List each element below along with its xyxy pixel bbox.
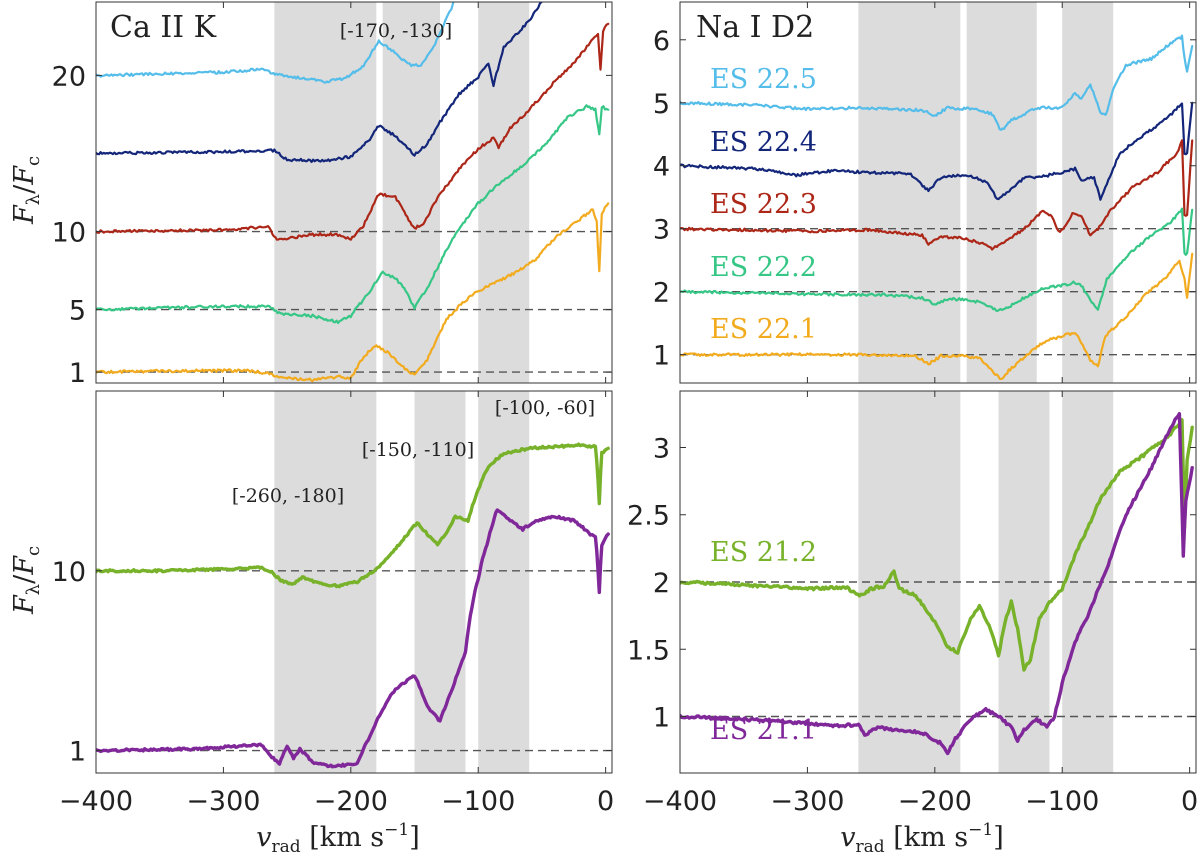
y-tick-label: 20 xyxy=(52,61,86,92)
series-es-21-1-line xyxy=(680,412,1194,756)
x-tick-label: −100 xyxy=(441,786,515,817)
x-tick-label: −400 xyxy=(643,786,717,817)
series-es-22-2-line xyxy=(680,207,1194,312)
x-tick-label: −200 xyxy=(898,786,972,817)
legend-es-21-2: ES 21.2 xyxy=(710,537,817,568)
y-tick-label: 2 xyxy=(653,278,670,309)
y-tick-label: 10 xyxy=(52,218,86,249)
velocity-band-1 xyxy=(274,2,377,383)
y-tick-label: 5 xyxy=(69,296,86,327)
series-es-22-3-line xyxy=(680,139,1194,251)
panel-ca-ii-k-bottom: 1 10 −400 −300 −200 −100 0 xyxy=(52,390,614,817)
y-tick-label: 1 xyxy=(69,358,86,389)
y-axis-label-top: Fλ/Fc xyxy=(9,156,44,225)
x-tick-label: −300 xyxy=(770,786,844,817)
plot-frame xyxy=(95,390,613,774)
series-es-22-2-line xyxy=(96,104,610,325)
legend-es-22-2: ES 22.2 xyxy=(710,252,817,283)
band-note-2: [-150, -110] xyxy=(362,439,474,461)
legend-es-21-1: ES 21.1 xyxy=(710,715,817,746)
velocity-band-3 xyxy=(1062,2,1114,383)
series-es-22-5-line xyxy=(680,34,1194,131)
series-es-21-2-line xyxy=(680,418,1194,672)
legend-es-22-3: ES 22.3 xyxy=(710,189,817,220)
panel-title-ca: Ca II K xyxy=(110,10,217,45)
plot-frame xyxy=(95,1,613,384)
x-tick-label: −400 xyxy=(59,786,133,817)
legend-es-22-1: ES 22.1 xyxy=(710,314,817,345)
series-es-21-1-line xyxy=(96,508,610,769)
series-es-22-1-line xyxy=(96,202,610,383)
y-tick-label: 2.5 xyxy=(627,501,670,532)
y-tick-label: 1 xyxy=(69,737,86,768)
panel-ca-ii-k-top: 1 5 10 20 xyxy=(52,1,613,389)
y-tick-label: 3 xyxy=(653,433,670,464)
panel-na-i-d2-top: 1 2 3 4 5 6 xyxy=(653,1,1197,384)
velocity-band-3 xyxy=(478,2,530,383)
x-tick-label: 0 xyxy=(1181,786,1198,817)
y-tick-label: 1 xyxy=(653,341,670,372)
y-tick-label: 6 xyxy=(653,26,670,57)
y-tick-label: 3 xyxy=(653,215,670,246)
band-note-1: [-260, -180] xyxy=(232,485,344,507)
velocity-band-2 xyxy=(414,391,466,773)
legend-es-22-4: ES 22.4 xyxy=(710,127,817,158)
y-tick-label: 1.5 xyxy=(627,635,670,666)
legend-es-22-5: ES 22.5 xyxy=(710,64,817,95)
band-note-3: [-100, -60] xyxy=(495,397,595,419)
series-es-21-2-line xyxy=(96,442,610,589)
x-tick-label: −300 xyxy=(186,786,260,817)
y-tick-label: 2 xyxy=(653,568,670,599)
y-axis-label-bottom: Fλ/Fc xyxy=(9,546,44,615)
series-es-22-4-line xyxy=(680,101,1194,201)
series-es-22-1-line xyxy=(680,252,1194,381)
x-tick-label: −100 xyxy=(1025,786,1099,817)
y-tick-label: 1 xyxy=(653,703,670,734)
x-axis-label-right: vrad [km s−1] xyxy=(840,820,1004,857)
y-tick-label: 4 xyxy=(653,152,670,183)
velocity-band-2 xyxy=(966,2,1037,383)
series-es-22-3-line xyxy=(96,22,610,241)
x-tick-label: −200 xyxy=(314,786,388,817)
panel-title-na: Na I D2 xyxy=(696,10,814,45)
x-tick-label: 0 xyxy=(597,786,614,817)
y-tick-label: 10 xyxy=(52,557,86,588)
plot-frame xyxy=(679,1,1197,384)
series-es-22-5-line xyxy=(96,2,455,84)
band-note-top: [-170, -130] xyxy=(340,20,452,42)
velocity-band-1 xyxy=(858,2,961,383)
x-axis-label-left: vrad [km s−1] xyxy=(256,820,420,857)
y-tick-label: 5 xyxy=(653,89,670,120)
panel-na-i-d2-bottom: 1 1.5 2 2.5 3 −400 −300 −200 −100 0 xyxy=(627,390,1198,817)
velocity-band-2 xyxy=(382,2,440,383)
series-es-22-4-line xyxy=(96,2,544,163)
